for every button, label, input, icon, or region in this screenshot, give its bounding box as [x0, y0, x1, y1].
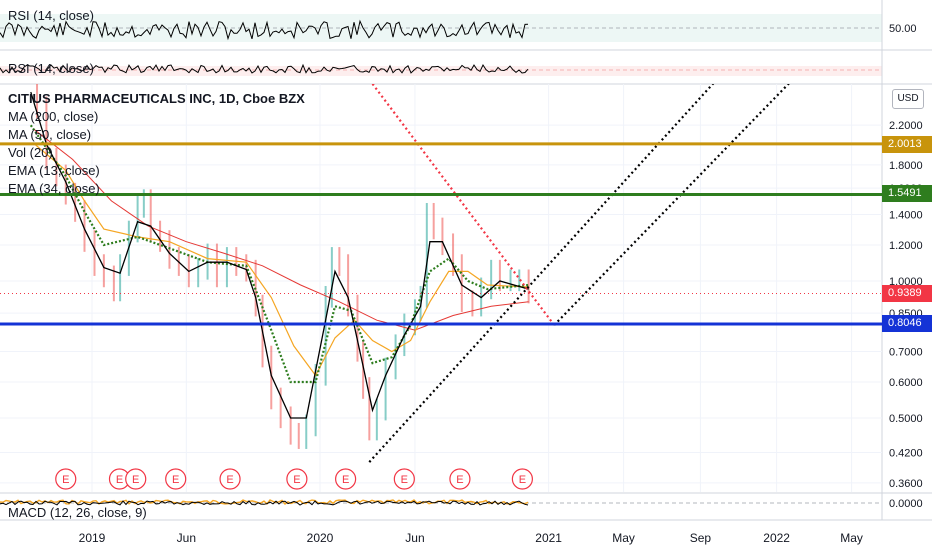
y-tick-label: 0.5000	[889, 413, 923, 425]
chart-title: CITIUS PHARMACEUTICALS INC, 1D, Cboe BZX	[8, 91, 305, 106]
y-tick-label: 1.8000	[889, 160, 923, 172]
rsi-tick-label: 50.00	[889, 23, 917, 35]
study-label-vol[interactable]: Vol (20)	[8, 145, 53, 160]
earnings-marker-label: E	[456, 474, 463, 486]
y-tick-label: 0.7000	[889, 346, 923, 358]
study-label-ema13[interactable]: EMA (13, close)	[8, 163, 100, 178]
study-label-ma50[interactable]: MA (50, close)	[8, 127, 92, 142]
last-price-tag: 0.9389	[882, 285, 932, 302]
currency-button[interactable]: USD	[892, 89, 924, 109]
rsi-2-band	[0, 66, 882, 76]
x-tick-label: 2020	[307, 531, 334, 545]
y-tick-label: 1.2000	[889, 240, 923, 252]
x-tick-label: 2022	[763, 531, 790, 545]
earnings-marker[interactable]	[449, 468, 471, 490]
macd-panel-label: MACD (12, 26, close, 9)	[8, 505, 147, 520]
level-tag-2-0013: 2.0013	[882, 136, 932, 153]
ma200-line	[34, 129, 529, 331]
earnings-marker-label: E	[62, 474, 69, 486]
macd-tick-label: 0.0000	[889, 498, 923, 510]
earnings-marker[interactable]	[511, 468, 533, 490]
x-tick-label: 2021	[535, 531, 562, 545]
x-tick-label: Jun	[405, 531, 424, 545]
earnings-marker-label: E	[226, 474, 233, 486]
y-tick-label: 0.4200	[889, 447, 923, 459]
y-tick-label: 1.4000	[889, 209, 923, 221]
earnings-marker-label: E	[172, 474, 179, 486]
trend-line-rising-black-dotted-1	[368, 84, 715, 463]
study-label-ma200[interactable]: MA (200, close)	[8, 109, 99, 124]
earnings-marker[interactable]	[55, 468, 77, 490]
rsi-1-line	[0, 19, 529, 41]
rsi-panel-2-label: RSI (14, close)	[8, 61, 94, 76]
trend-line-rising-black-dotted-2	[553, 84, 790, 326]
earnings-marker[interactable]	[165, 468, 187, 490]
x-tick-label: Sep	[690, 531, 712, 545]
x-tick-label: May	[612, 531, 635, 545]
y-tick-label: 0.3600	[889, 478, 923, 490]
earnings-marker-label: E	[519, 474, 526, 486]
x-tick-label: 2019	[79, 531, 106, 545]
earnings-marker-label: E	[116, 474, 123, 486]
earnings-marker-label: E	[132, 474, 139, 486]
study-label-ema34[interactable]: EMA (34, close)	[8, 181, 100, 196]
ma50-line	[34, 143, 529, 377]
earnings-marker[interactable]	[335, 468, 357, 490]
earnings-marker[interactable]	[393, 468, 415, 490]
ema13-line	[30, 91, 529, 419]
x-tick-label: Jun	[177, 531, 196, 545]
earnings-marker[interactable]	[286, 468, 308, 490]
y-tick-label: 2.2000	[889, 120, 923, 132]
earnings-marker[interactable]	[125, 468, 147, 490]
rsi-2-line	[0, 63, 529, 74]
y-tick-label: 0.6000	[889, 377, 923, 389]
x-tick-label: May	[840, 531, 863, 545]
macd-line	[0, 500, 529, 506]
level-tag-0-8046: 0.8046	[882, 315, 932, 332]
level-tag-1-5491: 1.5491	[882, 185, 932, 202]
earnings-marker-label: E	[342, 474, 349, 486]
ema34-line	[29, 124, 529, 384]
rsi-panel-1-label: RSI (14, close)	[8, 8, 94, 23]
earnings-marker-label: E	[293, 474, 300, 486]
earnings-marker[interactable]	[219, 468, 241, 490]
earnings-marker-label: E	[401, 474, 408, 486]
